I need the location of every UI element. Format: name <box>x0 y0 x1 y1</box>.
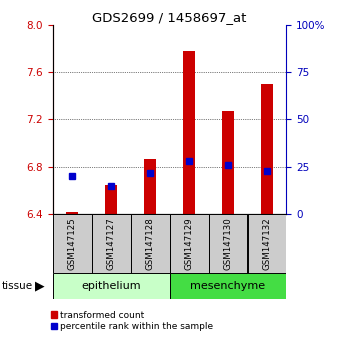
Bar <box>53 273 169 299</box>
Text: mesenchyme: mesenchyme <box>191 281 266 291</box>
Text: GSM147129: GSM147129 <box>184 217 194 270</box>
Text: GSM147130: GSM147130 <box>224 217 233 270</box>
Text: ▶: ▶ <box>35 279 45 292</box>
Bar <box>222 111 234 214</box>
Bar <box>248 214 286 273</box>
Bar <box>131 214 169 273</box>
Bar <box>92 214 131 273</box>
Bar <box>170 214 208 273</box>
Text: GSM147128: GSM147128 <box>146 217 155 270</box>
Text: GSM147132: GSM147132 <box>263 217 271 270</box>
Title: GDS2699 / 1458697_at: GDS2699 / 1458697_at <box>92 11 247 24</box>
Text: tissue: tissue <box>2 281 33 291</box>
Bar <box>105 184 117 214</box>
Bar <box>53 214 92 273</box>
Text: epithelium: epithelium <box>81 281 141 291</box>
Bar <box>261 84 273 214</box>
Bar <box>170 273 286 299</box>
Legend: transformed count, percentile rank within the sample: transformed count, percentile rank withi… <box>50 311 213 331</box>
Bar <box>144 159 156 214</box>
Bar <box>209 214 248 273</box>
Text: GSM147127: GSM147127 <box>107 217 116 270</box>
Bar <box>183 51 195 214</box>
Text: GSM147125: GSM147125 <box>68 217 77 270</box>
Bar <box>66 212 78 214</box>
